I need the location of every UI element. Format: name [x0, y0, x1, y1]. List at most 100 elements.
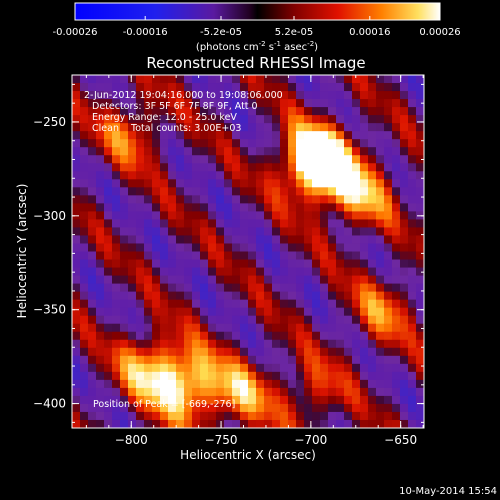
heatmap-cell — [304, 131, 313, 140]
heatmap-cell — [264, 243, 273, 253]
heatmap-cell — [368, 171, 377, 180]
heatmap-cell — [136, 107, 145, 116]
heatmap-cell — [240, 91, 249, 100]
heatmap-cell — [192, 187, 201, 196]
heatmap-cell — [376, 99, 385, 108]
heatmap-cell — [360, 291, 369, 301]
heatmap-cell — [344, 363, 353, 373]
heatmap-cell — [144, 315, 153, 325]
heatmap-cell — [248, 315, 257, 325]
heatmap-cell — [360, 219, 369, 229]
heatmap-cell — [248, 419, 257, 428]
heatmap-cell — [120, 99, 129, 108]
heatmap-cell — [384, 363, 393, 373]
heatmap-cell — [280, 339, 289, 349]
heatmap-cell — [368, 235, 377, 245]
heatmap-cell — [280, 195, 289, 204]
heatmap-cell — [256, 91, 265, 100]
heatmap-cell — [416, 219, 424, 229]
heatmap-cell — [80, 411, 89, 421]
heatmap-cell — [88, 75, 97, 84]
heatmap-cell — [376, 379, 385, 389]
heatmap-cell — [296, 235, 305, 245]
heatmap-cell — [376, 347, 385, 357]
heatmap-cell — [344, 123, 353, 132]
heatmap-cell — [200, 395, 209, 405]
heatmap-cell — [208, 355, 217, 365]
heatmap-cell — [208, 91, 217, 100]
heatmap-cell — [88, 307, 97, 317]
heatmap-cell — [224, 227, 233, 237]
heatmap-cell — [152, 379, 161, 389]
heatmap-cell — [368, 275, 377, 285]
heatmap-cell — [208, 195, 217, 204]
heatmap-cell — [264, 283, 273, 293]
heatmap-cell — [160, 251, 169, 261]
heatmap-cell — [304, 163, 313, 172]
heatmap-cell — [208, 123, 217, 132]
heatmap-cell — [80, 331, 89, 341]
heatmap-cell — [192, 123, 201, 132]
heatmap-cell — [256, 275, 265, 285]
y-axis-label: Heliocentric Y (arcsec) — [15, 184, 29, 319]
heatmap-cell — [240, 107, 249, 116]
heatmap-cell — [384, 403, 393, 413]
heatmap-cell — [392, 259, 401, 269]
heatmap-cell — [192, 275, 201, 285]
heatmap-cell — [120, 363, 129, 373]
heatmap-cell — [248, 227, 257, 237]
heatmap-cell — [416, 251, 424, 261]
heatmap-cell — [392, 355, 401, 365]
heatmap-cell — [256, 131, 265, 140]
heatmap-cell — [376, 307, 385, 317]
heatmap-cell — [72, 187, 81, 196]
heatmap-cell — [272, 403, 281, 413]
heatmap-cell — [80, 83, 89, 92]
heatmap-cell — [208, 115, 217, 124]
heatmap-cell — [120, 91, 129, 100]
heatmap-cell — [168, 99, 177, 108]
heatmap-cell — [336, 331, 345, 341]
heatmap-cell — [128, 251, 137, 261]
heatmap-cell — [88, 315, 97, 325]
heatmap-cell — [200, 147, 209, 156]
heatmap-cell — [416, 171, 424, 180]
heatmap-cell — [272, 387, 281, 397]
heatmap-cell — [96, 275, 105, 285]
heatmap-cell — [192, 179, 201, 188]
heatmap-cell — [160, 299, 169, 309]
heatmap-cell — [376, 203, 385, 212]
heatmap-cell — [184, 275, 193, 285]
heatmap-cell — [320, 211, 329, 221]
heatmap-cell — [368, 395, 377, 405]
heatmap-cell — [272, 147, 281, 156]
heatmap-cell — [296, 419, 305, 428]
y-tick-label: −300 — [33, 209, 66, 223]
heatmap-cell — [160, 219, 169, 229]
heatmap-cell — [128, 387, 137, 397]
heatmap-cell — [416, 355, 424, 365]
heatmap-cell — [400, 403, 409, 413]
heatmap-cell — [144, 283, 153, 293]
heatmap-cell — [312, 131, 321, 140]
heatmap-cell — [408, 99, 417, 108]
heatmap-cell — [272, 355, 281, 365]
heatmap-cell — [416, 275, 424, 285]
heatmap-cell — [248, 323, 257, 333]
heatmap-cell — [200, 131, 209, 140]
heatmap-cell — [400, 267, 409, 277]
heatmap-cell — [120, 275, 129, 285]
heatmap-cell — [304, 403, 313, 413]
heatmap-cell — [376, 155, 385, 164]
heatmap-cell — [176, 227, 185, 237]
heatmap-cell — [216, 179, 225, 188]
heatmap-cell — [136, 179, 145, 188]
heatmap-cell — [176, 315, 185, 325]
heatmap-cell — [344, 339, 353, 349]
heatmap-cell — [400, 355, 409, 365]
heatmap-cell — [240, 251, 249, 261]
heatmap-cell — [224, 363, 233, 373]
heatmap-cell — [376, 251, 385, 261]
heatmap-cell — [328, 363, 337, 373]
heatmap-cell — [408, 171, 417, 180]
